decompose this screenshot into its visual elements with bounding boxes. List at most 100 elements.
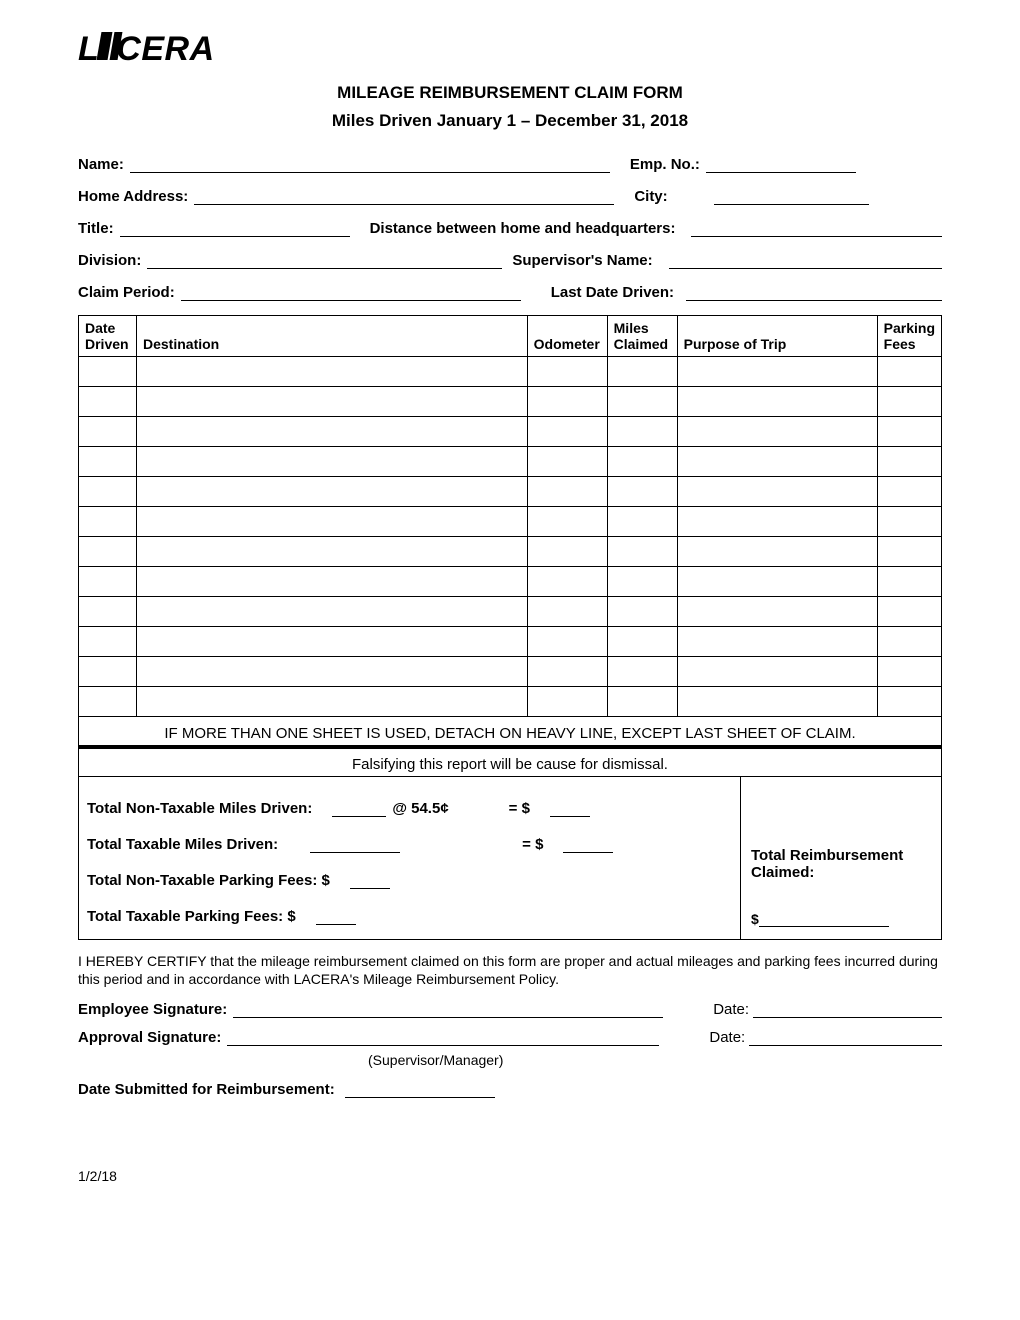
table-cell[interactable] [527,537,607,567]
table-cell[interactable] [677,387,877,417]
table-cell[interactable] [79,567,137,597]
field-row-address: Home Address: City: [78,187,942,205]
table-cell[interactable] [527,477,607,507]
division-input[interactable] [147,251,502,269]
table-cell[interactable] [79,537,137,567]
table-cell[interactable] [877,687,941,717]
table-cell[interactable] [527,687,607,717]
nontax-parking-input[interactable] [350,871,390,889]
table-cell[interactable] [527,597,607,627]
table-cell[interactable] [137,537,528,567]
table-cell[interactable] [877,447,941,477]
table-cell[interactable] [79,597,137,627]
claim-period-input[interactable] [181,283,521,301]
name-input[interactable] [130,155,610,173]
tax-miles-input[interactable] [310,835,400,853]
table-cell[interactable] [607,507,677,537]
table-cell[interactable] [527,627,607,657]
table-cell[interactable] [677,357,877,387]
table-cell[interactable] [677,507,877,537]
title-input[interactable] [120,219,350,237]
home-address-input[interactable] [194,187,614,205]
table-cell[interactable] [677,477,877,507]
table-cell[interactable] [79,687,137,717]
approval-date-input[interactable] [749,1028,942,1046]
table-cell[interactable] [79,357,137,387]
table-cell[interactable] [877,597,941,627]
table-cell[interactable] [137,447,528,477]
table-cell[interactable] [677,657,877,687]
last-date-input[interactable] [686,283,942,301]
nontax-miles-input[interactable] [332,799,386,817]
certification-text: I HEREBY CERTIFY that the mileage reimbu… [78,952,942,988]
tax-parking-input[interactable] [316,907,356,925]
submitted-input[interactable] [345,1080,495,1098]
employee-date-input[interactable] [753,1000,942,1018]
table-cell[interactable] [527,447,607,477]
table-cell[interactable] [137,627,528,657]
table-cell[interactable] [137,417,528,447]
table-cell[interactable] [607,567,677,597]
table-cell[interactable] [79,627,137,657]
table-cell[interactable] [79,507,137,537]
table-cell[interactable] [607,477,677,507]
table-cell[interactable] [137,387,528,417]
emp-no-input[interactable] [706,155,856,173]
table-cell[interactable] [607,387,677,417]
table-cell[interactable] [677,687,877,717]
table-cell[interactable] [607,597,677,627]
table-cell[interactable] [137,597,528,627]
table-cell[interactable] [607,537,677,567]
table-cell[interactable] [607,687,677,717]
nontax-miles-amount[interactable] [550,799,590,817]
table-cell[interactable] [79,447,137,477]
employee-sig-input[interactable] [233,1000,663,1018]
table-cell[interactable] [607,447,677,477]
table-cell[interactable] [137,687,528,717]
tax-miles-amount[interactable] [563,835,613,853]
table-cell[interactable] [527,567,607,597]
table-cell[interactable] [877,417,941,447]
approval-sig-input[interactable] [227,1028,659,1046]
table-cell[interactable] [137,477,528,507]
table-cell[interactable] [877,657,941,687]
table-cell[interactable] [677,627,877,657]
reimbursement-amount[interactable] [759,909,889,927]
employee-date-label: Date: [713,1001,749,1018]
table-cell[interactable] [527,507,607,537]
table-cell[interactable] [137,357,528,387]
table-cell[interactable] [877,567,941,597]
table-cell[interactable] [677,537,877,567]
table-cell[interactable] [527,387,607,417]
city-input[interactable] [714,187,869,205]
table-cell[interactable] [137,507,528,537]
table-cell[interactable] [137,567,528,597]
table-cell[interactable] [677,417,877,447]
table-cell[interactable] [607,417,677,447]
table-cell[interactable] [79,477,137,507]
table-cell[interactable] [527,357,607,387]
table-cell[interactable] [677,567,877,597]
table-cell[interactable] [877,357,941,387]
table-cell[interactable] [877,387,941,417]
employee-sig-label: Employee Signature: [78,1001,227,1018]
table-cell[interactable] [877,477,941,507]
table-cell[interactable] [137,657,528,687]
table-cell[interactable] [877,537,941,567]
table-cell[interactable] [607,657,677,687]
table-cell[interactable] [79,417,137,447]
table-cell[interactable] [677,597,877,627]
table-cell[interactable] [79,657,137,687]
table-cell[interactable] [877,507,941,537]
table-cell[interactable] [677,447,877,477]
approval-date-label: Date: [709,1029,745,1046]
table-cell[interactable] [607,357,677,387]
table-cell[interactable] [79,387,137,417]
distance-input[interactable] [691,219,942,237]
table-cell[interactable] [527,417,607,447]
table-cell[interactable] [877,627,941,657]
table-cell[interactable] [607,627,677,657]
table-cell[interactable] [527,657,607,687]
supervisor-input[interactable] [669,251,942,269]
form-title: MILEAGE REIMBURSEMENT CLAIM FORM [78,83,942,103]
